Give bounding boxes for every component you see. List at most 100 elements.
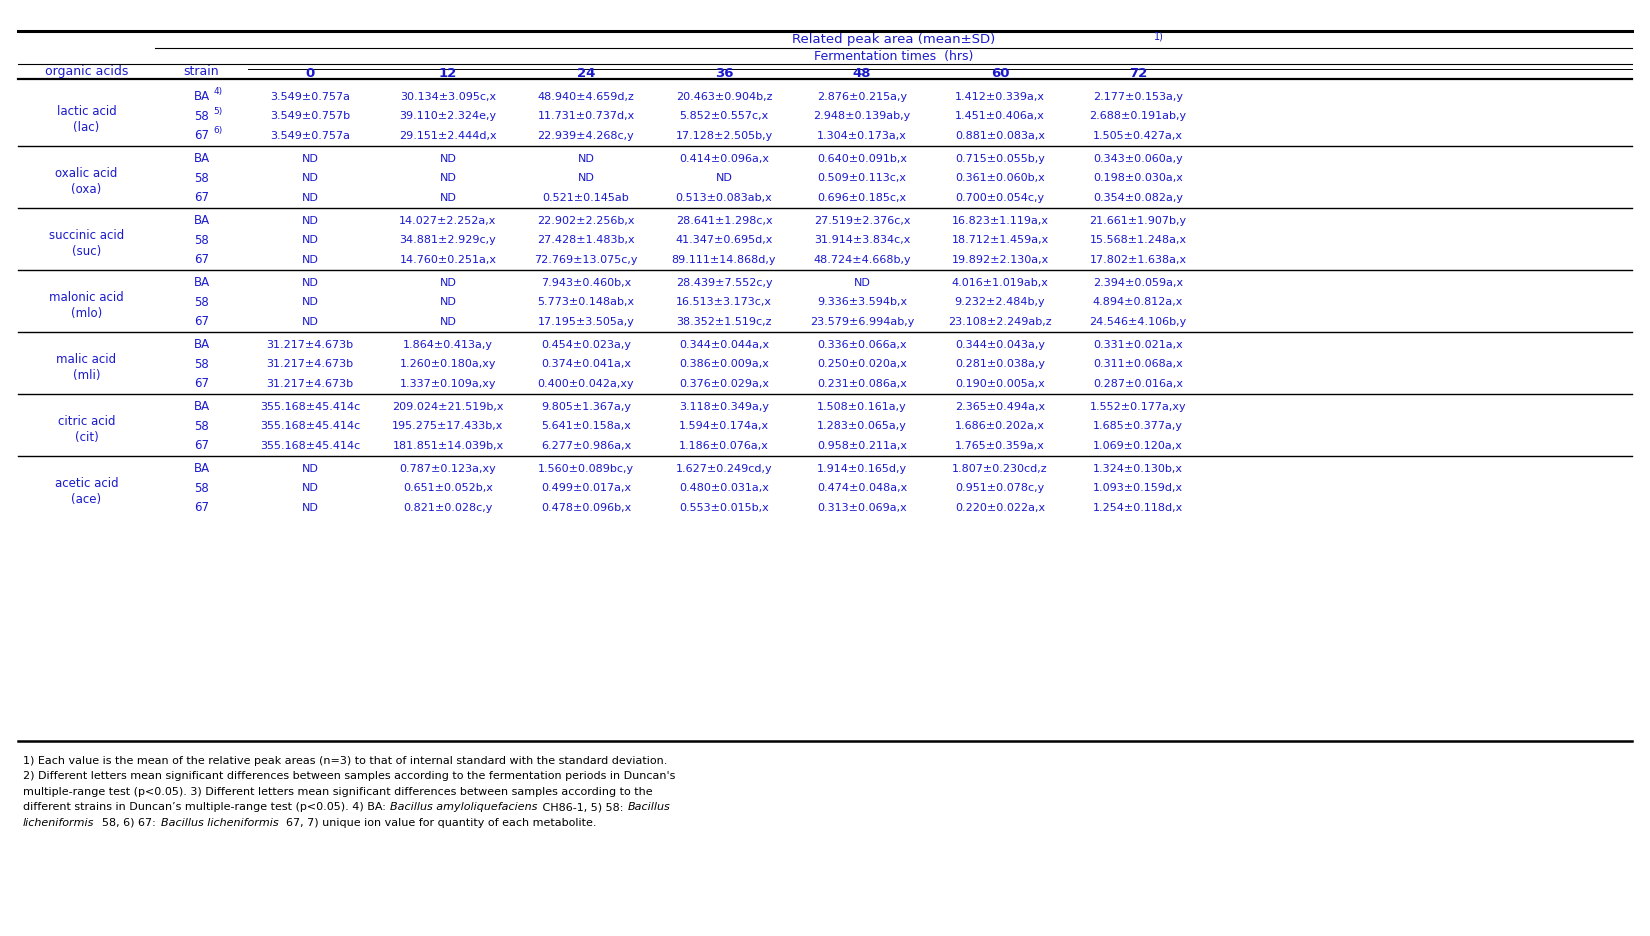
Text: 31.217±4.673b: 31.217±4.673b	[266, 378, 353, 388]
Text: 1.914±0.165d,y: 1.914±0.165d,y	[817, 463, 908, 474]
Text: 16.823±1.119a,x: 16.823±1.119a,x	[952, 215, 1048, 226]
Text: ND: ND	[439, 277, 457, 287]
Text: 0.787±0.123a,xy: 0.787±0.123a,xy	[399, 463, 497, 474]
Text: 0.454±0.023a,y: 0.454±0.023a,y	[541, 340, 630, 349]
Text: 1.627±0.249cd,y: 1.627±0.249cd,y	[676, 463, 772, 474]
Text: ND: ND	[853, 277, 871, 287]
Text: 1.324±0.130b,x: 1.324±0.130b,x	[1092, 463, 1183, 474]
Text: acetic acid: acetic acid	[54, 476, 119, 490]
Text: 27.519±2.376c,x: 27.519±2.376c,x	[813, 215, 911, 226]
Text: 3.549±0.757a: 3.549±0.757a	[271, 92, 350, 102]
Text: 31.217±4.673b: 31.217±4.673b	[266, 358, 353, 369]
Text: ND: ND	[302, 277, 318, 287]
Text: 1.186±0.076a,x: 1.186±0.076a,x	[680, 440, 769, 450]
Text: 6.277±0.986a,x: 6.277±0.986a,x	[541, 440, 630, 450]
Text: BA: BA	[193, 214, 210, 227]
Text: 1.685±0.377a,y: 1.685±0.377a,y	[1092, 421, 1183, 431]
Text: 21.661±1.907b,y: 21.661±1.907b,y	[1089, 215, 1186, 226]
Text: 48.724±4.668b,y: 48.724±4.668b,y	[813, 255, 911, 265]
Text: 1.260±0.180a,xy: 1.260±0.180a,xy	[399, 358, 497, 369]
Text: 0.700±0.054c,y: 0.700±0.054c,y	[955, 193, 1044, 202]
Text: 0.521±0.145ab: 0.521±0.145ab	[543, 193, 629, 202]
Text: (ace): (ace)	[71, 493, 102, 506]
Text: 67: 67	[195, 253, 210, 266]
Text: ND: ND	[439, 173, 457, 183]
Text: ND: ND	[302, 154, 318, 164]
Text: 0.231±0.086a,x: 0.231±0.086a,x	[817, 378, 908, 388]
Text: ND: ND	[302, 483, 318, 492]
Text: lactic acid: lactic acid	[56, 105, 117, 118]
Text: 19.892±2.130a,x: 19.892±2.130a,x	[952, 255, 1049, 265]
Text: (lac): (lac)	[73, 122, 99, 134]
Text: 0.881±0.083a,x: 0.881±0.083a,x	[955, 131, 1044, 140]
Text: 67: 67	[195, 439, 210, 452]
Text: ND: ND	[302, 297, 318, 307]
Text: 67, 7) unique ion value for quantity of each metabolite.: 67, 7) unique ion value for quantity of …	[279, 817, 597, 827]
Text: 89.111±14.868d,y: 89.111±14.868d,y	[672, 255, 776, 265]
Text: citric acid: citric acid	[58, 415, 116, 428]
Text: ND: ND	[302, 463, 318, 474]
Text: ND: ND	[302, 316, 318, 327]
Text: 58: 58	[195, 358, 210, 371]
Text: 67: 67	[195, 129, 210, 142]
Text: 0.474±0.048a,x: 0.474±0.048a,x	[817, 483, 908, 492]
Text: 11.731±0.737d,x: 11.731±0.737d,x	[538, 111, 635, 121]
Text: ND: ND	[439, 193, 457, 202]
Text: BA: BA	[193, 400, 210, 413]
Text: 39.110±2.324e,y: 39.110±2.324e,y	[399, 111, 497, 121]
Text: 23.579±6.994ab,y: 23.579±6.994ab,y	[810, 316, 914, 327]
Text: 0.951±0.078c,y: 0.951±0.078c,y	[955, 483, 1044, 492]
Text: 67: 67	[195, 501, 210, 514]
Text: 0.336±0.066a,x: 0.336±0.066a,x	[817, 340, 908, 349]
Text: different strains in Duncan’s multiple-range test (p<0.05). 4) BA:: different strains in Duncan’s multiple-r…	[23, 801, 389, 812]
Text: BA: BA	[193, 152, 210, 165]
Text: 0.376±0.029a,x: 0.376±0.029a,x	[680, 378, 769, 388]
Text: 48: 48	[853, 67, 871, 80]
Text: 3.549±0.757a: 3.549±0.757a	[271, 131, 350, 140]
Text: 355.168±45.414c: 355.168±45.414c	[261, 440, 360, 450]
Text: ND: ND	[578, 154, 594, 164]
Text: 0.478±0.096b,x: 0.478±0.096b,x	[541, 503, 630, 512]
Text: 0.344±0.043a,y: 0.344±0.043a,y	[955, 340, 1044, 349]
Text: malonic acid: malonic acid	[50, 290, 124, 303]
Text: 0.715±0.055b,y: 0.715±0.055b,y	[955, 154, 1044, 164]
Text: 0.250±0.020a,x: 0.250±0.020a,x	[817, 358, 908, 369]
Text: licheniformis: licheniformis	[23, 817, 94, 827]
Text: 41.347±0.695d,x: 41.347±0.695d,x	[675, 235, 772, 245]
Text: 0: 0	[305, 67, 315, 80]
Text: 2.688±0.191ab,y: 2.688±0.191ab,y	[1089, 111, 1186, 121]
Text: BA: BA	[193, 90, 210, 103]
Text: 5): 5)	[213, 107, 223, 116]
Text: 2.948±0.139ab,y: 2.948±0.139ab,y	[813, 111, 911, 121]
Text: 195.275±17.433b,x: 195.275±17.433b,x	[393, 421, 503, 431]
Text: 1.594±0.174a,x: 1.594±0.174a,x	[678, 421, 769, 431]
Text: 1.337±0.109a,xy: 1.337±0.109a,xy	[399, 378, 497, 388]
Text: ND: ND	[302, 193, 318, 202]
Text: 28.641±1.298c,x: 28.641±1.298c,x	[676, 215, 772, 226]
Text: 5.641±0.158a,x: 5.641±0.158a,x	[541, 421, 630, 431]
Text: 12: 12	[439, 67, 457, 80]
Text: succinic acid: succinic acid	[50, 228, 124, 241]
Text: 18.712±1.459a,x: 18.712±1.459a,x	[952, 235, 1049, 245]
Text: 0.313±0.069a,x: 0.313±0.069a,x	[817, 503, 908, 512]
Text: 1.304±0.173a,x: 1.304±0.173a,x	[817, 131, 908, 140]
Text: 0.331±0.021a,x: 0.331±0.021a,x	[1092, 340, 1183, 349]
Text: CH86-1, 5) 58:: CH86-1, 5) 58:	[540, 801, 627, 812]
Text: 34.881±2.929c,y: 34.881±2.929c,y	[399, 235, 497, 245]
Text: 2) Different letters mean significant differences between samples according to t: 2) Different letters mean significant di…	[23, 770, 675, 781]
Text: 0.696±0.185c,x: 0.696±0.185c,x	[817, 193, 906, 202]
Text: 58: 58	[195, 481, 210, 494]
Text: Bacillus amyloliquefaciens: Bacillus amyloliquefaciens	[391, 801, 538, 812]
Text: 24.546±4.106b,y: 24.546±4.106b,y	[1089, 316, 1186, 327]
Text: 0.640±0.091b,x: 0.640±0.091b,x	[817, 154, 908, 164]
Text: 58: 58	[195, 110, 210, 123]
Text: 1.412±0.339a,x: 1.412±0.339a,x	[955, 92, 1044, 102]
Text: 0.509±0.113c,x: 0.509±0.113c,x	[817, 173, 906, 183]
Text: 15.568±1.248a,x: 15.568±1.248a,x	[1089, 235, 1186, 245]
Text: (mlo): (mlo)	[71, 307, 102, 320]
Text: ND: ND	[578, 173, 594, 183]
Text: organic acids: organic acids	[45, 65, 129, 78]
Text: 7.943±0.460b,x: 7.943±0.460b,x	[541, 277, 630, 287]
Text: 1.864±0.413a,y: 1.864±0.413a,y	[403, 340, 493, 349]
Text: 60: 60	[990, 67, 1010, 80]
